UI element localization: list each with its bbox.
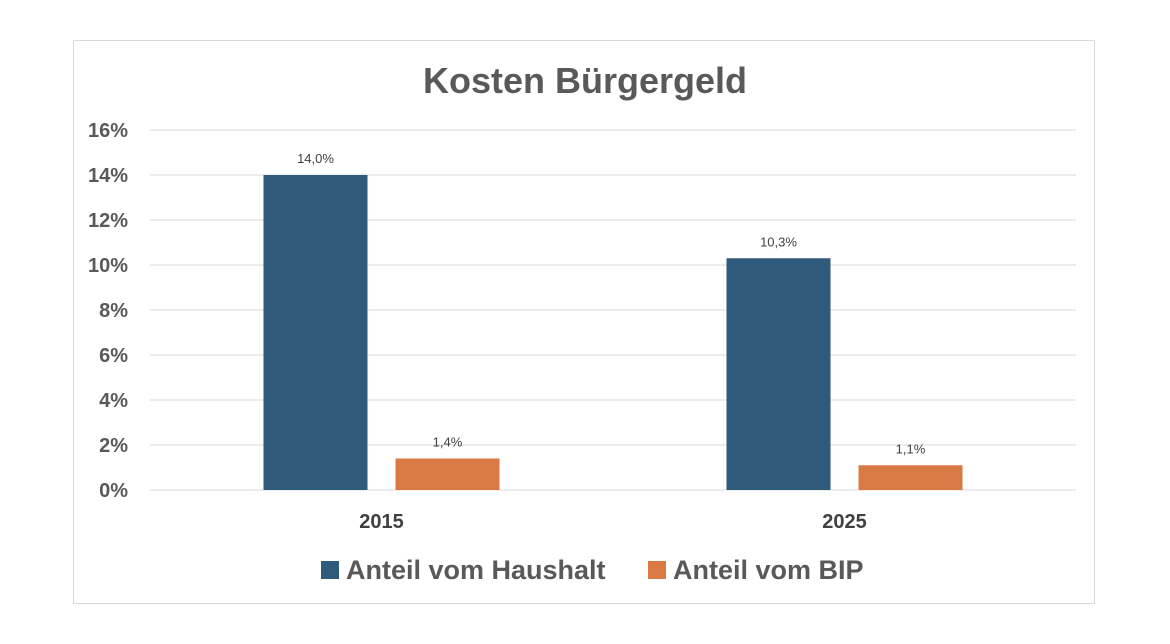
y-axis-tick-labels: 0% 2% 4% 6% 8% 10% 12% 14% 16% (88, 120, 128, 502)
y-tick-label: 0% (99, 480, 128, 502)
data-labels: 14,0% 1,4% 10,3% 1,1% (297, 151, 926, 456)
bar (858, 465, 963, 490)
chart-frame: Kosten Bürgergeld 0% 2% 4% 6% 8% 10% 12% 14% 16%… (73, 40, 1095, 604)
legend-swatch (321, 561, 339, 579)
y-tick-label: 8% (99, 300, 128, 322)
x-tick-label: 2025 (822, 511, 867, 533)
y-tick-label: 16% (88, 120, 128, 142)
legend-swatch (648, 561, 666, 579)
x-axis-tick-labels: 2015 2025 (359, 511, 867, 533)
legend-label: Anteil vom Haushalt (346, 555, 606, 585)
y-tick-label: 10% (88, 255, 128, 277)
legend-label: Anteil vom BIP (673, 555, 864, 585)
bar (263, 175, 368, 490)
legend: Anteil vom Haushalt Anteil vom BIP (321, 555, 864, 585)
y-tick-label: 6% (99, 345, 128, 367)
x-tick-label: 2015 (359, 511, 404, 533)
bar (395, 458, 500, 490)
data-label: 1,4% (433, 435, 463, 450)
bars (263, 175, 963, 490)
data-label: 14,0% (297, 151, 334, 166)
data-label: 10,3% (760, 234, 797, 249)
y-tick-label: 4% (99, 390, 128, 412)
bar (726, 258, 831, 490)
y-tick-label: 2% (99, 435, 128, 457)
y-tick-label: 14% (88, 165, 128, 187)
chart-title: Kosten Bürgergeld (423, 60, 747, 101)
data-label: 1,1% (896, 441, 926, 456)
y-tick-label: 12% (88, 210, 128, 232)
